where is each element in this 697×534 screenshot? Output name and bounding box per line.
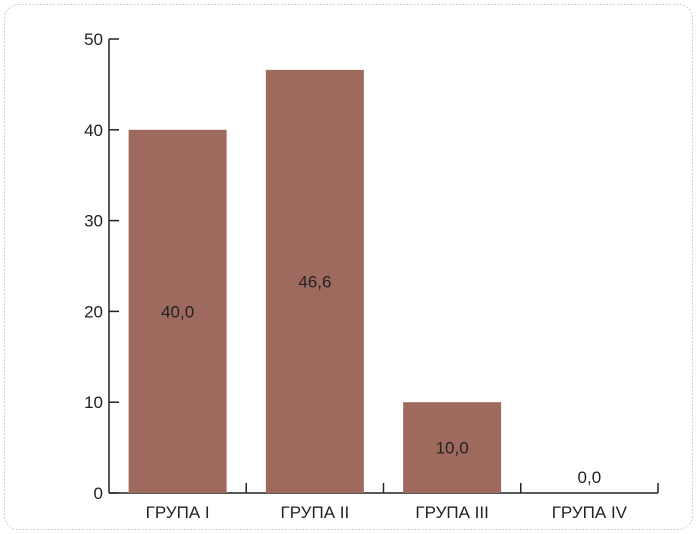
y-tick-label: 30 bbox=[84, 212, 103, 231]
y-tick-label: 0 bbox=[94, 484, 103, 503]
bar-3 bbox=[403, 402, 502, 493]
y-tick-label: 20 bbox=[84, 302, 103, 321]
bar-value-label: 0,0 bbox=[578, 468, 602, 487]
bar-value-label: 10,0 bbox=[436, 439, 469, 458]
x-axis-ticks: ГРУПА I ГРУПА II ГРУПА III ГРУПА IV bbox=[146, 483, 659, 522]
x-category-label: ГРУПА III bbox=[415, 503, 488, 522]
frame-border bbox=[4, 4, 693, 530]
y-tick-label: 50 bbox=[84, 30, 103, 49]
y-tick-label: 10 bbox=[84, 393, 103, 412]
bar-1 bbox=[128, 129, 227, 494]
chart-frame: 0 10 20 30 40 50 40,0 46,6 10,0 0,0 ГРУПА I ГРУПА… bbox=[4, 4, 693, 530]
bar-value-label: 46,6 bbox=[298, 272, 331, 291]
x-category-label: ГРУПА I bbox=[146, 503, 210, 522]
bar-2 bbox=[265, 69, 364, 493]
x-category-label: ГРУПА IV bbox=[552, 503, 628, 522]
y-axis-ticks: 0 10 20 30 40 50 bbox=[84, 30, 119, 503]
bar-value-label: 40,0 bbox=[161, 302, 194, 321]
x-category-label: ГРУПА II bbox=[281, 503, 350, 522]
y-tick-label: 40 bbox=[84, 121, 103, 140]
bars-group: 40,0 46,6 10,0 0,0 bbox=[128, 69, 602, 494]
